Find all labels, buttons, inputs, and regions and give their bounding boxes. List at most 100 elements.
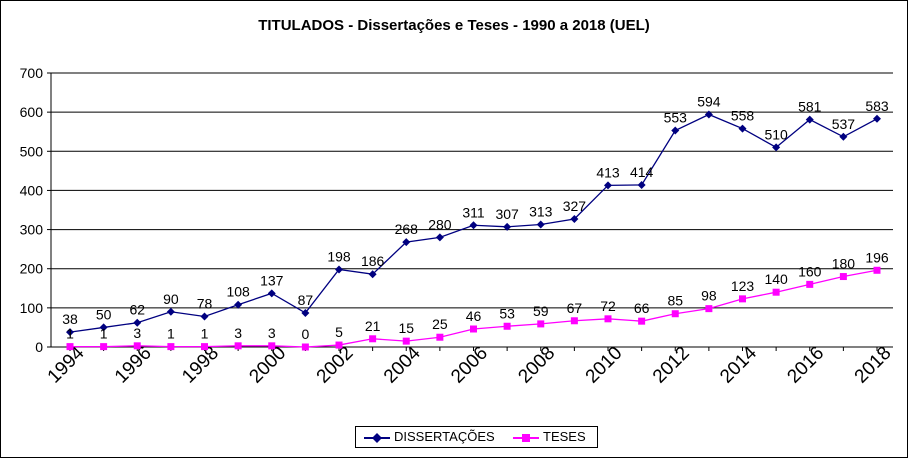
series-1-data-label: 15	[398, 320, 414, 336]
series-0-data-label: 581	[798, 99, 822, 115]
x-tick-label: 2010	[582, 343, 627, 388]
series-1-point	[402, 337, 410, 345]
series-1-data-label: 46	[466, 308, 482, 324]
series-0-point	[166, 307, 175, 316]
series-1-data-label: 1	[66, 326, 74, 342]
series-0-point	[503, 222, 512, 231]
series-1-point	[705, 305, 713, 313]
series-0-data-label: 413	[596, 164, 620, 180]
series-0-data-label: 537	[832, 116, 856, 132]
series-0-point	[267, 289, 276, 298]
series-0-data-label: 186	[361, 253, 385, 269]
series-0-point	[536, 220, 545, 229]
y-tick-label: 500	[20, 143, 44, 159]
series-1-data-label: 66	[634, 300, 650, 316]
series-1-point	[839, 273, 847, 281]
series-0-data-label: 78	[197, 295, 213, 311]
series-0-point	[402, 238, 411, 247]
series-0-data-label: 414	[630, 164, 654, 180]
x-tick-label: 2018	[851, 343, 896, 388]
series-0-data-label: 313	[529, 203, 553, 219]
series-1-point	[537, 320, 545, 328]
series-0-data-label: 38	[62, 311, 78, 327]
series-0-point	[335, 265, 343, 274]
series-1-data-label: 0	[301, 326, 309, 342]
series-1-data-label: 21	[365, 318, 381, 334]
series-0-point	[469, 221, 478, 230]
series-0-data-label: 553	[664, 110, 688, 126]
series-1-point	[671, 310, 679, 318]
series-1-point	[604, 315, 612, 323]
y-tick-label: 600	[20, 104, 44, 120]
x-tick-label: 2016	[783, 343, 828, 388]
x-tick-label: 2006	[447, 343, 492, 388]
series-1-point	[739, 295, 746, 303]
series-1-data-label: 1	[167, 326, 175, 342]
chart-title: TITULADOS - Dissertações e Teses - 1990 …	[258, 17, 650, 34]
y-tick-label: 300	[20, 222, 44, 238]
x-tick-label: 2014	[716, 342, 761, 387]
series-1-data-label: 59	[533, 303, 549, 319]
series-1-point	[772, 288, 780, 296]
x-tick-label: 2004	[380, 342, 425, 387]
series-1-data-label: 1	[100, 326, 108, 342]
series-0-point	[435, 233, 444, 242]
series-1-point	[66, 343, 74, 351]
series-0-data-label: 87	[298, 292, 314, 308]
series-0-data-label: 50	[96, 306, 112, 322]
x-tick-label: 1998	[178, 343, 223, 388]
series-1-point	[335, 341, 343, 349]
x-tick-label: 1996	[111, 343, 156, 388]
legend-marker-dissertacoes	[372, 433, 382, 443]
series-1-data-label: 5	[335, 324, 343, 340]
series-1-data-label: 140	[764, 271, 788, 287]
series-1-point	[301, 343, 309, 351]
series-0-data-label: 510	[764, 126, 788, 142]
series-1-point	[436, 333, 444, 341]
series-1-data-label: 72	[600, 298, 616, 314]
series-0-data-label: 108	[226, 284, 250, 300]
series-0-point	[805, 115, 814, 124]
series-0-point	[604, 181, 612, 190]
series-0-point	[99, 323, 108, 332]
series-0-data-label: 311	[462, 204, 485, 220]
legend-label-teses: TESES	[543, 429, 586, 444]
series-0-point	[200, 312, 209, 321]
series-1-point	[470, 325, 477, 333]
series-0-point	[66, 328, 74, 337]
series-1-point	[638, 317, 646, 325]
series-1-point	[503, 322, 511, 330]
x-tick-label: 1994	[44, 342, 89, 387]
series-1-point	[806, 280, 814, 288]
y-axis-ticks: 0 100 200 300 400 500 600 700	[20, 65, 44, 355]
y-tick-label: 700	[20, 65, 44, 81]
series-1-point	[100, 343, 108, 351]
series-1-data-label: 98	[701, 288, 717, 304]
x-tick-label: 2000	[245, 343, 290, 388]
gridlines	[51, 72, 893, 309]
series-1-data-label: 3	[234, 325, 242, 341]
series-1-point	[133, 342, 141, 350]
series-0-data-label: 583	[865, 98, 889, 114]
series-0-data-label: 307	[495, 206, 519, 222]
series-0-data-label: 198	[327, 248, 351, 264]
series-0-data-label: 268	[395, 221, 419, 237]
series-1-data-label: 67	[567, 300, 583, 316]
series-0-data-label: 327	[563, 198, 587, 214]
series-0-data-label: 62	[129, 302, 145, 318]
series-0-data-label: 558	[731, 108, 755, 124]
series-1-point	[873, 266, 881, 274]
y-tick-label: 400	[20, 182, 44, 198]
series-1-data-label: 180	[832, 256, 856, 272]
series-0-point	[301, 308, 310, 317]
series-1-data-label: 3	[268, 325, 276, 341]
series-1-point	[369, 335, 377, 343]
series-1-data-label: 25	[432, 316, 448, 332]
series-0-point	[570, 215, 579, 224]
series-0-point	[368, 270, 377, 279]
series-0-point	[234, 300, 243, 309]
series-0-data-label: 90	[163, 291, 179, 307]
series-1-data-label: 196	[865, 249, 889, 265]
